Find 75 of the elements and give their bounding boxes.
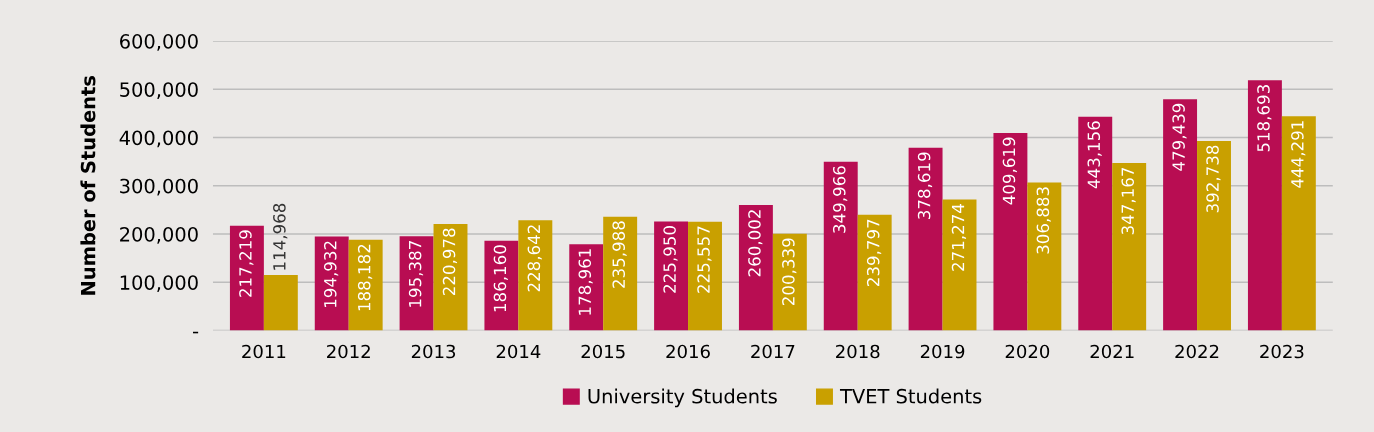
x-tick-label: 2014 [496, 344, 541, 359]
data-label: 409,619 [1002, 137, 1017, 205]
data-label: 239,797 [866, 219, 882, 286]
data-label: 228,642 [527, 225, 542, 292]
data-label: 217,219 [239, 230, 254, 297]
bar [1163, 99, 1198, 331]
y-tick-label: 600,000 [120, 34, 198, 51]
bar [688, 221, 722, 331]
data-label: 200,339 [782, 238, 797, 306]
bar [772, 233, 807, 331]
y-tick-label: 300,000 [120, 178, 198, 196]
bar [569, 244, 604, 331]
x-tick-label: 2017 [751, 344, 795, 359]
bar [908, 147, 943, 331]
x-tick-label: 2023 [1260, 344, 1304, 359]
bar [399, 236, 434, 331]
x-tick-label: 2020 [1005, 344, 1050, 359]
data-label: 195,387 [408, 241, 424, 307]
bar [1197, 141, 1231, 331]
bar [857, 214, 892, 331]
y-tick-label: - [193, 331, 199, 334]
y-tick-label: 100,000 [120, 275, 198, 292]
bar [823, 161, 858, 331]
data-label: 479,439 [1172, 103, 1187, 171]
y-axis-title: Number of Students [80, 75, 96, 295]
data-label: 260,002 [748, 210, 763, 277]
bar [654, 221, 689, 331]
data-label: 114,968 [273, 203, 288, 270]
data-label: 271,274 [951, 204, 967, 271]
bar [603, 216, 638, 331]
bar [738, 205, 773, 331]
data-label: 220,978 [442, 228, 458, 296]
data-label: 225,950 [663, 226, 678, 293]
x-tick-label: 2013 [411, 344, 456, 359]
bar [1078, 116, 1113, 331]
x-tick-label: 2021 [1090, 344, 1134, 359]
legend-label: TVET Students [839, 388, 982, 404]
bar [942, 199, 977, 331]
bar [229, 225, 264, 331]
bar [1027, 182, 1062, 331]
x-tick-label: 2019 [920, 344, 965, 359]
y-tick-label: 400,000 [119, 130, 198, 148]
y-tick-label: 200,000 [120, 226, 198, 244]
data-label: 392,738 [1206, 145, 1221, 213]
bar [1112, 163, 1147, 331]
data-label: 443,156 [1087, 121, 1102, 189]
data-label: 349,966 [832, 166, 848, 233]
bar [348, 239, 383, 331]
data-label: 518,693 [1257, 85, 1272, 152]
bar [433, 223, 468, 331]
data-label: 306,883 [1036, 187, 1051, 254]
x-tick-label: 2018 [836, 344, 880, 359]
x-tick-label: 2012 [327, 344, 370, 359]
bar [314, 236, 349, 331]
x-tick-label: 2011 [242, 344, 286, 359]
data-label: 225,557 [697, 226, 712, 293]
x-tick-label: 2015 [581, 344, 625, 359]
bar [263, 275, 298, 331]
bar [993, 132, 1028, 331]
x-tick-label: 2022 [1175, 344, 1219, 359]
data-label: 347,167 [1121, 167, 1136, 235]
data-label: 378,619 [917, 152, 933, 219]
data-label: 194,932 [323, 241, 339, 308]
x-tick-label: 2016 [666, 344, 710, 359]
data-label: 235,988 [612, 221, 627, 288]
data-label: 186,160 [493, 245, 508, 312]
bar [1247, 80, 1282, 331]
y-tick-label: 500,000 [120, 82, 198, 99]
data-label: 444,291 [1291, 121, 1306, 188]
data-label: 188,182 [357, 244, 373, 311]
data-label: 178,961 [578, 249, 593, 315]
bar [484, 240, 519, 331]
legend-label: University Students [588, 388, 777, 408]
bar [518, 220, 553, 331]
bar [1281, 116, 1316, 331]
